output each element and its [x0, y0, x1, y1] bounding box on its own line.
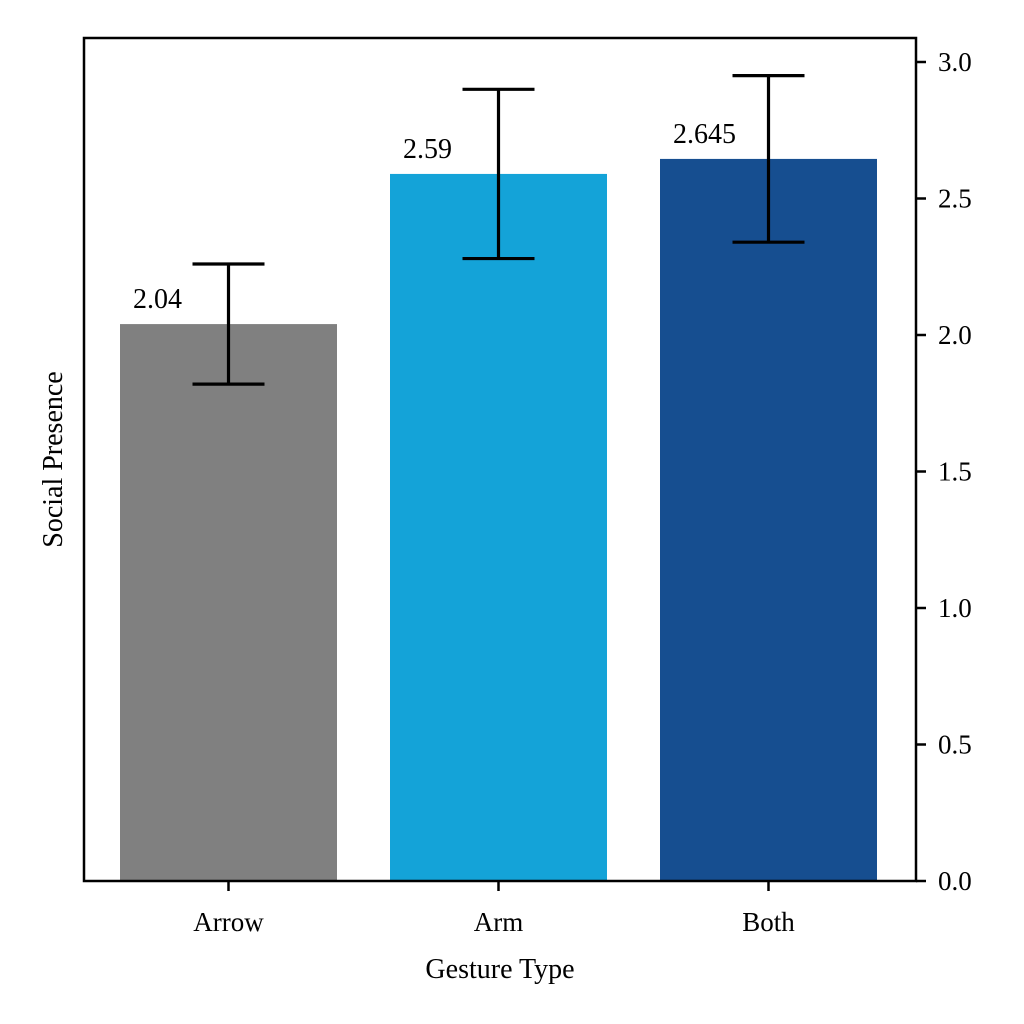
- y-tick-label: 1.0: [938, 593, 972, 623]
- x-tick-label-both: Both: [742, 907, 795, 937]
- error-bar-both: [732, 74, 805, 244]
- bar-arm: [390, 173, 607, 881]
- plot-frame: [82, 36, 918, 883]
- bar-value-label-arrow: 2.04: [133, 284, 182, 315]
- error-bar-arrow: [192, 262, 265, 386]
- bar-value-label-arm: 2.59: [403, 134, 452, 165]
- y-axis-ticks: 0.0 0.5 1.0 1.5 2.0 2.5 3.0: [916, 47, 972, 896]
- bars-layer: [120, 158, 877, 882]
- y-tick-label: 1.5: [938, 457, 972, 487]
- error-bar-arm: [462, 87, 535, 261]
- bar-value-label-both: 2.645: [673, 119, 736, 150]
- bar-both: [660, 158, 877, 882]
- error-bars-layer: [192, 74, 805, 386]
- y-tick-label: 3.0: [938, 47, 972, 77]
- y-tick-label: 2.0: [938, 320, 972, 350]
- y-tick-label: 2.5: [938, 184, 972, 214]
- x-tick-label-arrow: Arrow: [193, 907, 264, 937]
- y-tick-label: 0.5: [938, 730, 972, 760]
- bar-value-labels-layer: 2.04 2.59 2.645: [133, 119, 736, 315]
- x-axis-ticks: Arrow Arm Both: [193, 881, 795, 937]
- bar-arrow: [120, 324, 337, 882]
- x-axis-label: Gesture Type: [425, 954, 574, 985]
- x-tick-label-arm: Arm: [474, 907, 524, 937]
- y-tick-label: 0.0: [938, 866, 972, 896]
- y-axis-label: Social Presence: [38, 371, 69, 548]
